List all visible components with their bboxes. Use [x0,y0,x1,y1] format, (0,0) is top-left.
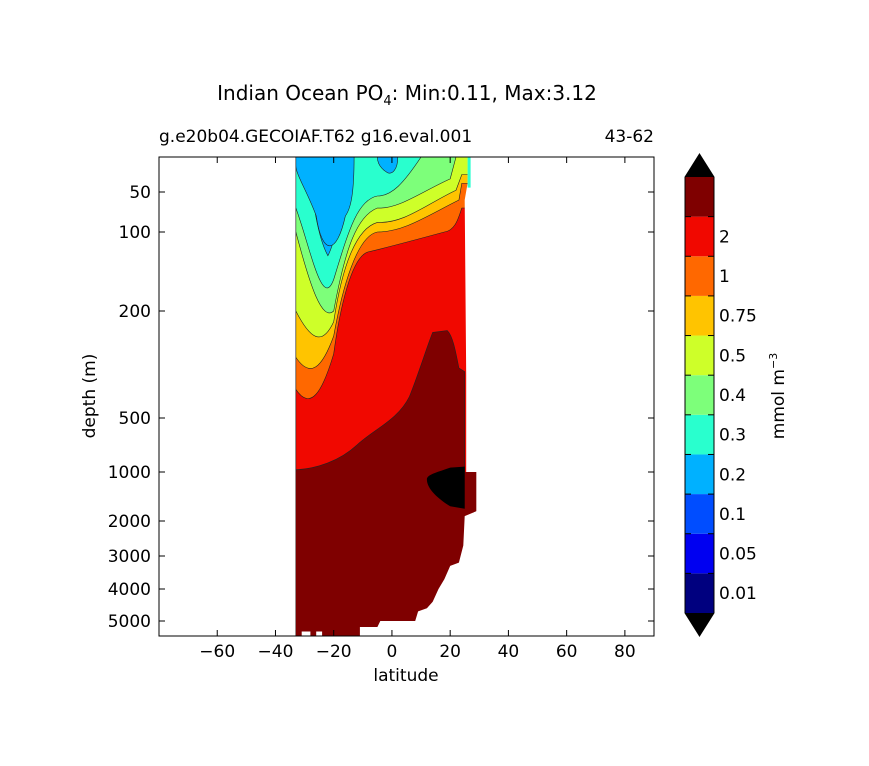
colorbar-tick-label: 0.2 [719,465,746,485]
y-tick-label: 4000 [108,580,151,600]
colorbar-tick-label: 2 [719,227,730,247]
x-tick-label: 80 [614,642,636,662]
seafloor-notch [301,631,311,636]
y-tick-label: 1000 [108,463,151,483]
land-mask [464,157,480,472]
chart-title: Indian Ocean PO4: Min:0.11, Max:3.12 [217,81,597,109]
colorbar-over-arrow [685,154,714,177]
colorbar-segment [685,216,714,257]
colorbar-segment [685,256,714,296]
colorbar-segment [685,414,714,455]
x-axis-label: latitude [373,666,438,686]
colorbar-segment [685,335,714,376]
y-tick-label: 200 [119,302,151,322]
over-max-region [426,466,465,509]
seafloor-mask [359,472,480,636]
colorbar-tick-label: 1 [719,267,730,287]
x-tick-label: −60 [199,642,235,662]
colorbar-label: mmol m−3 [767,353,789,439]
colorbar-segment [685,177,714,217]
y-axis-label: depth (m) [80,354,100,439]
colorbar-tick-label: 0.4 [719,386,746,406]
colorbar-tick-label: 0.1 [719,505,746,525]
x-tick-label: −20 [316,642,352,662]
y-tick-label: 2000 [108,512,151,532]
band-0.1-0.2-patch [377,157,399,174]
x-tick-label: 40 [498,642,520,662]
colorbar-segment [685,295,714,336]
colorbar-segment [685,494,714,534]
y-tick-label: 50 [129,183,151,203]
x-tick-label: 0 [387,642,398,662]
x-tick-label: 60 [556,642,578,662]
years-label: 43-62 [605,127,654,147]
colorbar-tick-label: 0.75 [719,307,757,327]
plot-frame [158,156,655,637]
contour-field [295,157,480,636]
y-tick-label: 100 [119,223,151,243]
colorbar-tick-label: 0.3 [719,426,746,446]
seafloor-notch [316,631,323,636]
colorbar-outline [684,153,715,637]
y-axis: 50 100 200 500 1000 2000 3000 4000 5000 [108,183,654,632]
colorbar-tick-label: 0.01 [719,584,757,604]
band-0.2-0.3-edge [467,157,471,188]
colorbar-under-arrow [685,613,714,636]
colorbar-tick-label: 0.5 [719,346,746,366]
deep-water [295,472,477,636]
colorbar-segment [685,533,714,574]
y-tick-label: 5000 [108,612,151,632]
y-tick-label: 3000 [108,547,151,567]
colorbar: 0.01 0.05 0.1 0.2 0.3 0.4 0.5 0.75 1 2 [684,153,757,637]
y-tick-label: 500 [119,409,151,429]
x-tick-label: −40 [258,642,294,662]
band-0.1-0.2-core [295,157,355,247]
x-axis: −60 −40 −20 0 20 40 60 80 [199,157,636,662]
colorbar-segment [685,454,714,495]
colorbar-segment [685,573,714,613]
case-label: g.e20b04.GECOIAF.T62 g16.eval.001 [159,127,472,147]
colorbar-segment [685,375,714,415]
x-tick-label: 20 [439,642,461,662]
colorbar-tick-label: 0.05 [719,545,757,565]
